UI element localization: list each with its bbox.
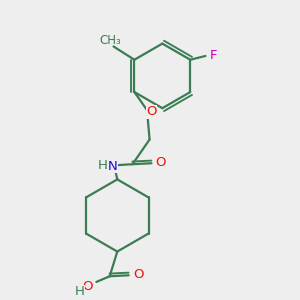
Text: O: O (146, 106, 157, 118)
Text: O: O (156, 156, 166, 169)
Text: N: N (108, 160, 117, 172)
Text: O: O (82, 280, 93, 293)
Text: H: H (74, 285, 84, 298)
Text: H: H (98, 159, 108, 172)
Text: CH₃: CH₃ (100, 34, 122, 47)
Text: O: O (133, 268, 143, 281)
Text: F: F (209, 50, 217, 62)
